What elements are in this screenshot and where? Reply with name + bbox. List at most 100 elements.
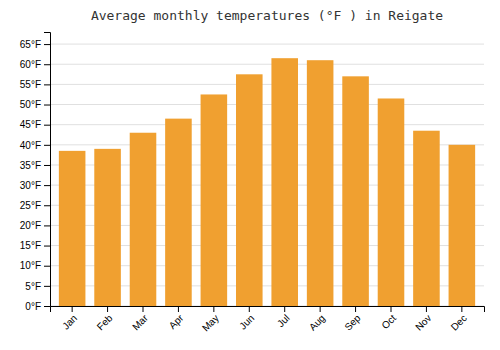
x-tick: Jun	[237, 306, 256, 332]
bar	[201, 94, 228, 306]
x-tick: Nov	[413, 306, 433, 333]
x-tick: Sep	[342, 306, 363, 333]
y-axis: 0°F 5°F 10°F 15°F 20°F 25°F 30°F 35°F 40°F 45°F 50…	[20, 33, 51, 312]
bar	[413, 131, 440, 306]
y-tick: 10°F	[20, 260, 50, 271]
x-tick-mark	[426, 306, 427, 312]
x-tick-mark	[320, 306, 321, 312]
y-tick: 50°F	[20, 99, 50, 110]
y-tick-mark	[44, 84, 50, 85]
x-tick: Aug	[307, 306, 327, 333]
x-tick-mark	[143, 306, 144, 312]
y-tick-mark	[44, 246, 50, 247]
y-tick-label: 40°F	[20, 140, 41, 151]
plot: 0°F 5°F 10°F 15°F 20°F 25°F 30°F 35°F 40°F 45°F 50…	[20, 33, 485, 334]
y-tick: 5°F	[25, 281, 50, 292]
y-tick-mark	[44, 105, 50, 106]
grid	[50, 44, 484, 306]
y-tick-label: 35°F	[20, 160, 41, 171]
y-tick-mark	[44, 185, 50, 186]
y-tick-label: 10°F	[20, 260, 41, 271]
x-tick: Dec	[449, 306, 469, 333]
grid-line	[50, 44, 484, 45]
x-tick-mark	[72, 306, 73, 312]
bar	[378, 98, 405, 306]
x-tick: Mar	[130, 306, 150, 332]
bar	[307, 60, 334, 306]
x-tick-mark	[249, 306, 250, 312]
x-tick-label: Feb	[95, 312, 115, 332]
x-tick-mark	[391, 306, 392, 312]
x-tick-mark	[213, 306, 214, 312]
y-tick: 65°F	[20, 39, 50, 50]
bar	[449, 145, 476, 306]
y-tick-label: 60°F	[20, 59, 41, 70]
x-tick-label: Nov	[413, 312, 433, 332]
y-tick-mark	[44, 125, 50, 126]
y-tick-mark	[44, 205, 50, 206]
y-tick-label: 25°F	[20, 200, 41, 211]
grid-line	[50, 84, 484, 85]
x-tick-mark	[355, 306, 356, 312]
y-tick-mark	[44, 64, 50, 65]
y-tick: 20°F	[20, 220, 50, 231]
bar	[236, 74, 263, 306]
x-tick-label: Dec	[449, 312, 469, 332]
y-tick: 30°F	[20, 180, 50, 191]
y-tick: 0°F	[25, 301, 50, 312]
x-tick-mark	[107, 306, 108, 312]
x-tick: Feb	[95, 306, 115, 332]
y-tick-label: 15°F	[20, 240, 41, 251]
bar	[59, 151, 86, 306]
grid-line	[50, 104, 484, 105]
bar	[342, 76, 369, 306]
y-tick-mark	[44, 225, 50, 226]
y-tick-label: 0°F	[25, 301, 41, 312]
x-tick-label: Jun	[237, 312, 256, 331]
bar	[130, 133, 157, 306]
bars	[59, 58, 475, 306]
x-tick-label: Jul	[275, 312, 292, 329]
x-tick-label: Jan	[60, 312, 79, 331]
x-tick-mark	[461, 306, 462, 312]
x-tick-label: Sep	[342, 312, 363, 333]
y-tick: 60°F	[20, 59, 50, 70]
y-tick-label: 5°F	[25, 281, 41, 292]
bar	[94, 149, 121, 306]
y-tick-label: 65°F	[20, 39, 41, 50]
x-tick-label: May	[200, 312, 221, 333]
y-tick-mark	[44, 145, 50, 146]
chart: 0°F 5°F 10°F 15°F 20°F 25°F 30°F 35°F 40°F 45°F 50…	[0, 0, 500, 350]
y-tick-label: 20°F	[20, 220, 41, 231]
y-tick-label: 30°F	[20, 180, 41, 191]
y-tick-mark	[44, 165, 50, 166]
y-tick: 45°F	[20, 119, 50, 130]
x-tick-label: Mar	[130, 312, 150, 332]
x-axis-line	[51, 307, 485, 313]
x-tick-label: Oct	[379, 312, 398, 331]
x-tick-label: Apr	[167, 312, 186, 331]
x-tick: Oct	[379, 306, 398, 331]
x-tick-mark	[178, 306, 179, 312]
y-tick-mark	[44, 44, 50, 45]
x-tick: Jan	[60, 306, 79, 332]
y-tick: 25°F	[20, 200, 50, 211]
y-tick: 15°F	[20, 240, 50, 251]
y-tick-label: 45°F	[20, 119, 41, 130]
y-tick: 55°F	[20, 79, 50, 90]
y-tick-label: 50°F	[20, 99, 41, 110]
y-tick-label: 55°F	[20, 79, 41, 90]
title: Average monthly temperatures (°F ) in Re…	[91, 8, 443, 23]
x-tick-mark	[284, 306, 285, 312]
y-tick: 40°F	[20, 140, 50, 151]
bar	[271, 58, 298, 306]
bar	[165, 119, 192, 306]
y-tick-mark	[44, 266, 50, 267]
x-tick: Apr	[167, 306, 186, 331]
grid-line	[50, 64, 484, 65]
grid-line	[50, 124, 484, 125]
x-tick-label: Aug	[307, 312, 327, 332]
y-tick-mark	[44, 286, 50, 287]
x-tick: May	[200, 306, 221, 334]
y-axis-line	[44, 33, 51, 307]
